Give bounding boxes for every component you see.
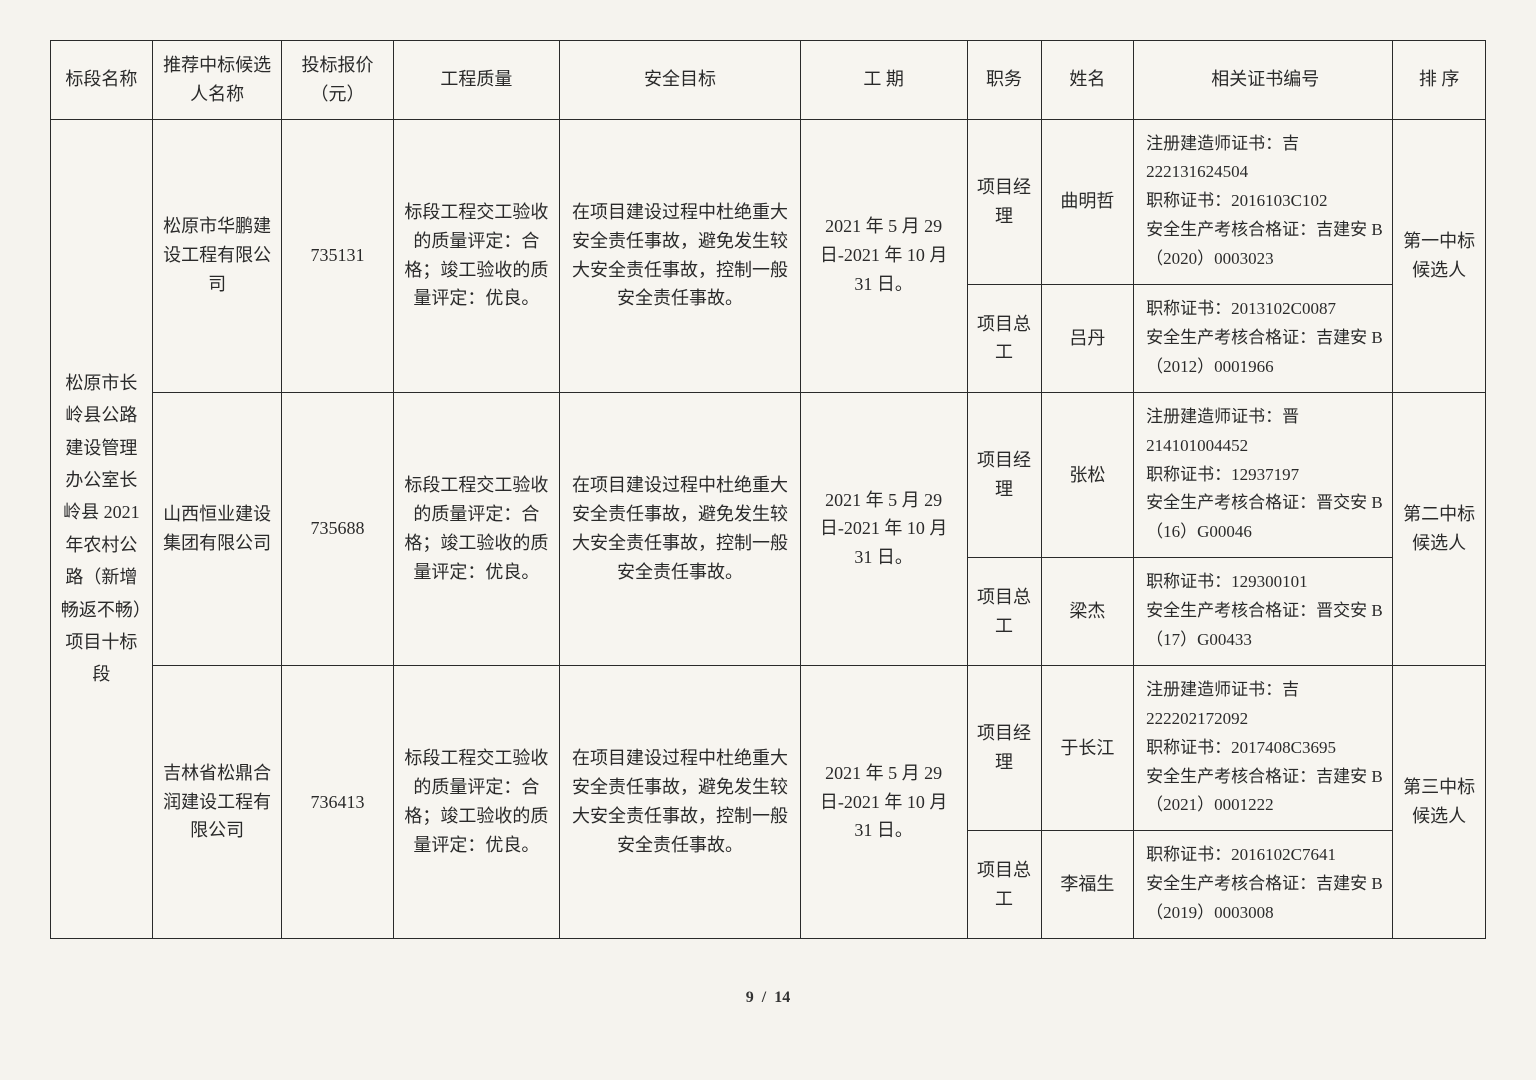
cell-staff-name: 梁杰 xyxy=(1041,558,1134,666)
cell-bid-price: 735688 xyxy=(282,392,393,665)
cell-bid-price: 735131 xyxy=(282,119,393,392)
header-safety: 安全目标 xyxy=(560,41,801,120)
cell-role: 项目总工 xyxy=(967,285,1041,393)
cell-role: 项目总工 xyxy=(967,831,1041,939)
cell-cert: 职称证书：2013102C0087安全生产考核合格证：吉建安 B（2012）00… xyxy=(1134,285,1393,393)
cell-safety: 在项目建设过程中杜绝重大安全责任事故，避免发生较大安全责任事故，控制一般安全责任… xyxy=(560,665,801,938)
cell-cert: 注册建造师证书：晋 214101004452职称证书：12937197安全生产考… xyxy=(1134,392,1393,557)
cell-cert: 职称证书：2016102C7641安全生产考核合格证：吉建安 B（2019）00… xyxy=(1134,831,1393,939)
cell-rank: 第一中标候选人 xyxy=(1393,119,1486,392)
cell-staff-name: 李福生 xyxy=(1041,831,1134,939)
cell-bidder-name: 山西恒业建设集团有限公司 xyxy=(152,392,282,665)
cell-bidder-name: 松原市华鹏建设工程有限公司 xyxy=(152,119,282,392)
cell-quality: 标段工程交工验收的质量评定：合格；竣工验收的质量评定：优良。 xyxy=(393,119,560,392)
cell-staff-name: 张松 xyxy=(1041,392,1134,557)
table-row: 吉林省松鼎合润建设工程有限公司 736413 标段工程交工验收的质量评定：合格；… xyxy=(51,665,1486,830)
document-page: 标段名称 推荐中标候选人名称 投标报价（元） 工程质量 安全目标 工 期 职务 … xyxy=(50,40,1486,1007)
cell-staff-name: 于长江 xyxy=(1041,665,1134,830)
cell-rank: 第二中标候选人 xyxy=(1393,392,1486,665)
cell-section-name: 松原市长岭县公路建设管理办公室长岭县 2021 年农村公路（新增畅返不畅）项目十… xyxy=(51,119,153,938)
cell-cert: 注册建造师证书：吉 222131624504职称证书：2016103C102安全… xyxy=(1134,119,1393,284)
header-duration: 工 期 xyxy=(800,41,967,120)
header-cert: 相关证书编号 xyxy=(1134,41,1393,120)
cell-role: 项目经理 xyxy=(967,392,1041,557)
cell-staff-name: 曲明哲 xyxy=(1041,119,1134,284)
header-bid-price: 投标报价（元） xyxy=(282,41,393,120)
table-row: 松原市长岭县公路建设管理办公室长岭县 2021 年农村公路（新增畅返不畅）项目十… xyxy=(51,119,1486,284)
cell-bidder-name: 吉林省松鼎合润建设工程有限公司 xyxy=(152,665,282,938)
header-rank: 排 序 xyxy=(1393,41,1486,120)
cell-quality: 标段工程交工验收的质量评定：合格；竣工验收的质量评定：优良。 xyxy=(393,392,560,665)
cell-safety: 在项目建设过程中杜绝重大安全责任事故，避免发生较大安全责任事故，控制一般安全责任… xyxy=(560,119,801,392)
page-total: 14 xyxy=(774,989,790,1006)
header-name: 姓名 xyxy=(1041,41,1134,120)
bid-table: 标段名称 推荐中标候选人名称 投标报价（元） 工程质量 安全目标 工 期 职务 … xyxy=(50,40,1486,939)
cell-role: 项目经理 xyxy=(967,119,1041,284)
cell-role: 项目经理 xyxy=(967,665,1041,830)
cell-rank: 第三中标候选人 xyxy=(1393,665,1486,938)
cell-safety: 在项目建设过程中杜绝重大安全责任事故，避免发生较大安全责任事故，控制一般安全责任… xyxy=(560,392,801,665)
cell-cert: 注册建造师证书：吉 222202172092职称证书：2017408C3695安… xyxy=(1134,665,1393,830)
cell-bid-price: 736413 xyxy=(282,665,393,938)
cell-role: 项目总工 xyxy=(967,558,1041,666)
header-bidder-name: 推荐中标候选人名称 xyxy=(152,41,282,120)
cell-duration: 2021 年 5 月 29 日-2021 年 10 月 31 日。 xyxy=(800,392,967,665)
header-section-name: 标段名称 xyxy=(51,41,153,120)
cell-duration: 2021 年 5 月 29 日-2021 年 10 月 31 日。 xyxy=(800,665,967,938)
table-row: 山西恒业建设集团有限公司 735688 标段工程交工验收的质量评定：合格；竣工验… xyxy=(51,392,1486,557)
page-footer: 9 / 14 xyxy=(50,989,1486,1007)
cell-duration: 2021 年 5 月 29 日-2021 年 10 月 31 日。 xyxy=(800,119,967,392)
cell-staff-name: 吕丹 xyxy=(1041,285,1134,393)
cell-quality: 标段工程交工验收的质量评定：合格；竣工验收的质量评定：优良。 xyxy=(393,665,560,938)
cell-cert: 职称证书：129300101安全生产考核合格证：晋交安 B（17）G00433 xyxy=(1134,558,1393,666)
page-current: 9 xyxy=(746,989,754,1006)
table-header-row: 标段名称 推荐中标候选人名称 投标报价（元） 工程质量 安全目标 工 期 职务 … xyxy=(51,41,1486,120)
header-quality: 工程质量 xyxy=(393,41,560,120)
header-role: 职务 xyxy=(967,41,1041,120)
page-separator: / xyxy=(762,989,766,1006)
